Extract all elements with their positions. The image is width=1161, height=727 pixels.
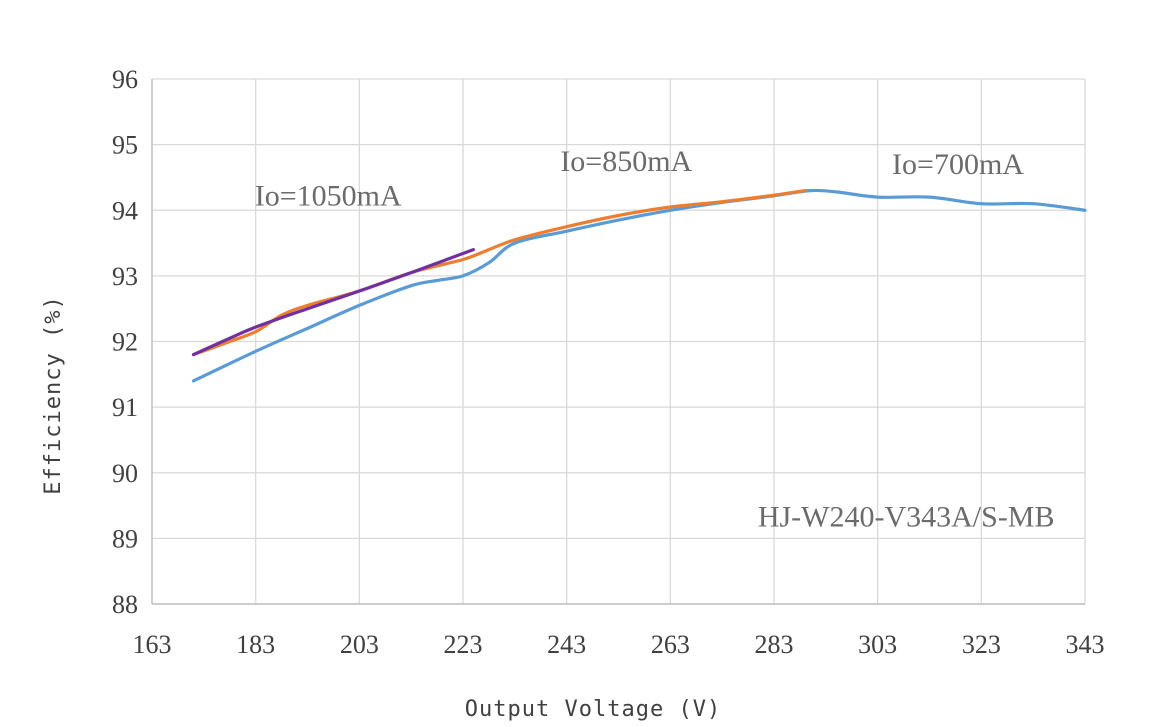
y-tick-label: 92 xyxy=(112,328,138,357)
x-tick-label: 223 xyxy=(444,630,483,659)
x-tick-label: 243 xyxy=(547,630,586,659)
x-axis-label: Output Voltage (V) xyxy=(465,697,721,722)
y-tick-label: 89 xyxy=(112,524,138,553)
series-line-io-850ma xyxy=(191,189,807,357)
y-tick-label: 93 xyxy=(112,262,138,291)
x-tick-label: 343 xyxy=(1066,630,1105,659)
annotation-label: Io=850mA xyxy=(560,145,692,178)
y-tick-label: 88 xyxy=(112,590,138,619)
y-tick-label: 90 xyxy=(112,459,138,488)
x-tick-label: 283 xyxy=(755,630,794,659)
annotation-label: HJ-W240-V343A/S-MB xyxy=(758,501,1055,534)
series-lines xyxy=(191,188,1087,383)
y-axis-ticks: 88 89 90 91 92 93 94 95 96 xyxy=(112,65,138,619)
y-tick-label: 91 xyxy=(112,393,138,422)
x-tick-label: 263 xyxy=(651,630,690,659)
x-tick-label: 203 xyxy=(340,630,379,659)
series-line-io-700ma xyxy=(191,188,1087,383)
y-tick-label: 96 xyxy=(112,65,138,94)
x-tick-label: 183 xyxy=(236,630,275,659)
x-tick-label: 163 xyxy=(133,630,172,659)
y-tick-label: 95 xyxy=(112,131,138,160)
x-axis-ticks: 163 183 203 223 243 263 283 303 323 343 xyxy=(133,630,1105,659)
x-tick-label: 323 xyxy=(962,630,1001,659)
annotation-label: Io=1050mA xyxy=(255,180,402,213)
x-tick-label: 303 xyxy=(858,630,897,659)
annotations: Io=1050mA Io=850mA Io=700mA HJ-W240-V343A/S… xyxy=(255,145,1055,534)
annotation-label: Io=700mA xyxy=(892,148,1024,181)
series-line-io-1050ma xyxy=(191,248,475,357)
y-axis-label: Efficiency (%) xyxy=(41,295,66,494)
grid-lines xyxy=(151,78,1086,605)
y-tick-label: 94 xyxy=(112,196,138,225)
